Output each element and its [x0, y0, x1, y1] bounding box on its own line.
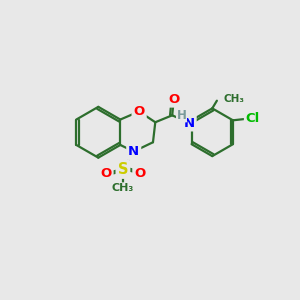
Text: N: N	[128, 145, 139, 158]
Text: H: H	[176, 109, 186, 122]
Text: S: S	[118, 162, 128, 177]
Text: O: O	[134, 105, 145, 118]
Text: N: N	[184, 116, 195, 130]
Text: CH₃: CH₃	[112, 184, 134, 194]
Text: O: O	[168, 93, 179, 106]
Text: CH₃: CH₃	[223, 94, 244, 104]
Text: O: O	[134, 167, 146, 180]
Text: O: O	[100, 167, 112, 180]
Text: Cl: Cl	[246, 112, 260, 125]
